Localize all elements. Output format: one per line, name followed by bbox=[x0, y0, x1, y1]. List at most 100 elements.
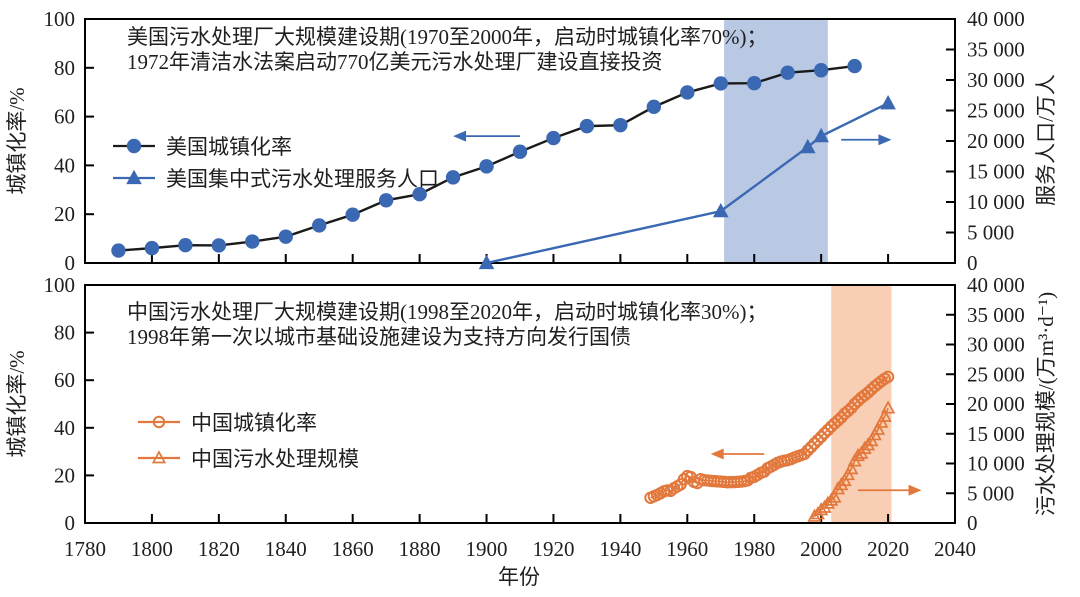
y-right-tick-label: 30 000 bbox=[967, 68, 1025, 92]
legend-triangle-open-icon bbox=[151, 450, 167, 464]
legend-label-cn-urbanization: 中国城镇化率 bbox=[191, 411, 317, 435]
plot-frame-0 bbox=[84, 18, 956, 264]
y-right-tick-label: 35 000 bbox=[967, 303, 1025, 327]
y-left-tick-label: 0 bbox=[65, 511, 76, 535]
series-point-0-0 bbox=[713, 76, 728, 91]
series-point-0-0 bbox=[245, 234, 260, 249]
y-right-tick-label: 15 000 bbox=[967, 160, 1025, 184]
y-left-tick-label: 40 bbox=[54, 153, 75, 177]
series-point-1-1 bbox=[844, 461, 859, 475]
series-point-0-0 bbox=[378, 193, 394, 208]
y-left-tick-label: 60 bbox=[54, 105, 75, 129]
x-tick-label: 1880 bbox=[399, 537, 441, 561]
y-right-tick-label: 5 000 bbox=[967, 221, 1014, 245]
us-annotation: 美国污水处理厂大规模建设期(1970至2000年，启动时城镇化率70%)； 19… bbox=[127, 25, 767, 75]
left-axis-arrow-1-head bbox=[710, 448, 724, 460]
series-point-0-0 bbox=[412, 186, 427, 202]
series-point-1-0 bbox=[801, 444, 814, 457]
x-tick-label: 2000 bbox=[800, 537, 842, 561]
y-left-tick-label: 80 bbox=[54, 56, 75, 80]
cn-annotation-line1: 中国污水处理厂大规模建设期(1998至2020年，启动时城镇化率30%)； bbox=[127, 300, 768, 324]
series-point-1-1 bbox=[870, 421, 886, 435]
y-right-tick-label: 25 000 bbox=[967, 362, 1025, 386]
us-legend: 美国城镇化率 美国集中式污水处理服务人口 bbox=[111, 130, 439, 194]
legend-circle-open-icon bbox=[152, 415, 166, 429]
x-tick-label: 1800 bbox=[131, 537, 173, 561]
construction-period-band-美国 bbox=[724, 20, 828, 262]
series-point-1-0 bbox=[841, 404, 855, 418]
us-urbanization-marker-icon bbox=[113, 138, 155, 154]
y-left-tick-label: 100 bbox=[44, 7, 76, 31]
series-point-1-1 bbox=[880, 400, 896, 414]
series-point-0-0 bbox=[111, 243, 126, 258]
y-right-tick-label: 0 bbox=[967, 511, 978, 535]
series-point-1-1 bbox=[830, 481, 846, 495]
series-point-1-0 bbox=[831, 414, 845, 427]
cn-annotation-line2: 1998年第一次以城市基础设施建设为支持方向发行国债 bbox=[127, 325, 631, 349]
legend-triangle-filled-icon bbox=[126, 169, 142, 185]
series-point-1-0 bbox=[814, 430, 828, 444]
y-right-tick-label: 25 000 bbox=[967, 99, 1025, 123]
series-point-0-0 bbox=[613, 117, 628, 133]
y-right-tick-label: 35 000 bbox=[967, 38, 1025, 62]
x-tick-label: 1840 bbox=[265, 537, 307, 561]
x-tick-label: 1960 bbox=[666, 537, 708, 561]
series-point-1-0 bbox=[881, 370, 895, 384]
y-right-tick-label: 40 000 bbox=[967, 273, 1025, 297]
series-point-1-1 bbox=[834, 477, 849, 491]
legend-item-us-service-population: 美国集中式污水处理服务人口 bbox=[111, 162, 439, 194]
series-point-0-0 bbox=[445, 170, 461, 185]
series-point-0-0 bbox=[579, 118, 595, 134]
y-left-tick-label: 100 bbox=[44, 273, 76, 297]
x-tick-label: 1900 bbox=[466, 537, 508, 561]
series-point-0-0 bbox=[211, 238, 227, 253]
x-tick-label: 2040 bbox=[934, 537, 976, 561]
x-tick-label: 1940 bbox=[599, 537, 641, 561]
y-right-tick-label: 10 000 bbox=[967, 452, 1025, 476]
series-point-0-0 bbox=[813, 63, 829, 78]
series-point-0-0 bbox=[178, 237, 193, 253]
series-point-1-1 bbox=[814, 502, 829, 516]
x-tick-label: 1820 bbox=[198, 537, 240, 561]
series-point-1-1 bbox=[824, 492, 839, 506]
legend-item-cn-treatment-scale: 中国污水处理规模 bbox=[136, 440, 359, 476]
legend-item-cn-urbanization: 中国城镇化率 bbox=[136, 404, 359, 440]
series-point-1-0 bbox=[821, 423, 835, 437]
legend-label-us-service-population: 美国集中式污水处理服务人口 bbox=[166, 167, 439, 191]
series-point-0-1 bbox=[712, 202, 729, 218]
series-point-1-0 bbox=[804, 440, 818, 454]
series-point-0-0 bbox=[546, 130, 561, 146]
us-right-axis-title: 服务人口/万人 bbox=[1034, 74, 1058, 206]
y-left-tick-label: 0 bbox=[65, 251, 76, 275]
y-right-tick-label: 20 000 bbox=[967, 392, 1025, 416]
right-axis-arrow-0-head bbox=[878, 134, 892, 146]
series-point-1-1 bbox=[810, 506, 825, 520]
series-point-1-1 bbox=[877, 408, 892, 422]
x-tick-label: 1860 bbox=[332, 537, 374, 561]
y-right-tick-label: 10 000 bbox=[967, 190, 1025, 214]
y-left-tick-label: 20 bbox=[54, 202, 75, 226]
right-axis-arrow-1-head bbox=[908, 484, 922, 496]
series-point-1-1 bbox=[860, 437, 876, 451]
series-point-1-0 bbox=[811, 433, 825, 447]
series-point-1-0 bbox=[798, 447, 811, 461]
y-right-tick-label: 20 000 bbox=[967, 129, 1025, 153]
series-point-0-0 bbox=[345, 207, 360, 222]
us-annotation-line1: 美国污水处理厂大规模建设期(1970至2000年，启动时城镇化率70%)； bbox=[127, 25, 768, 49]
series-point-0-1 bbox=[478, 254, 495, 270]
cn-right-axis-title: 污水处理规模/(万m³·d⁻¹) bbox=[1034, 291, 1058, 517]
legend-label-cn-treatment-scale: 中国污水处理规模 bbox=[191, 447, 359, 471]
legend-item-us-urbanization: 美国城镇化率 bbox=[111, 130, 439, 162]
cn-urbanization-marker-icon bbox=[138, 415, 180, 429]
cn-annotation: 中国污水处理厂大规模建设期(1998至2020年，启动时城镇化率30%)； 19… bbox=[127, 300, 767, 350]
series-point-0-0 bbox=[680, 85, 695, 100]
x-tick-label: 1780 bbox=[64, 537, 106, 561]
us-annotation-line2: 1972年清洁水法案启动770亿美元污水处理厂建设直接投资 bbox=[127, 50, 663, 74]
y-left-tick-label: 60 bbox=[54, 368, 75, 392]
y-left-tick-label: 80 bbox=[54, 321, 75, 345]
series-point-0-0 bbox=[847, 58, 862, 74]
left-axis-arrow-0-head bbox=[453, 130, 467, 142]
series-point-0-1 bbox=[799, 138, 816, 154]
x-tick-label: 1920 bbox=[532, 537, 574, 561]
